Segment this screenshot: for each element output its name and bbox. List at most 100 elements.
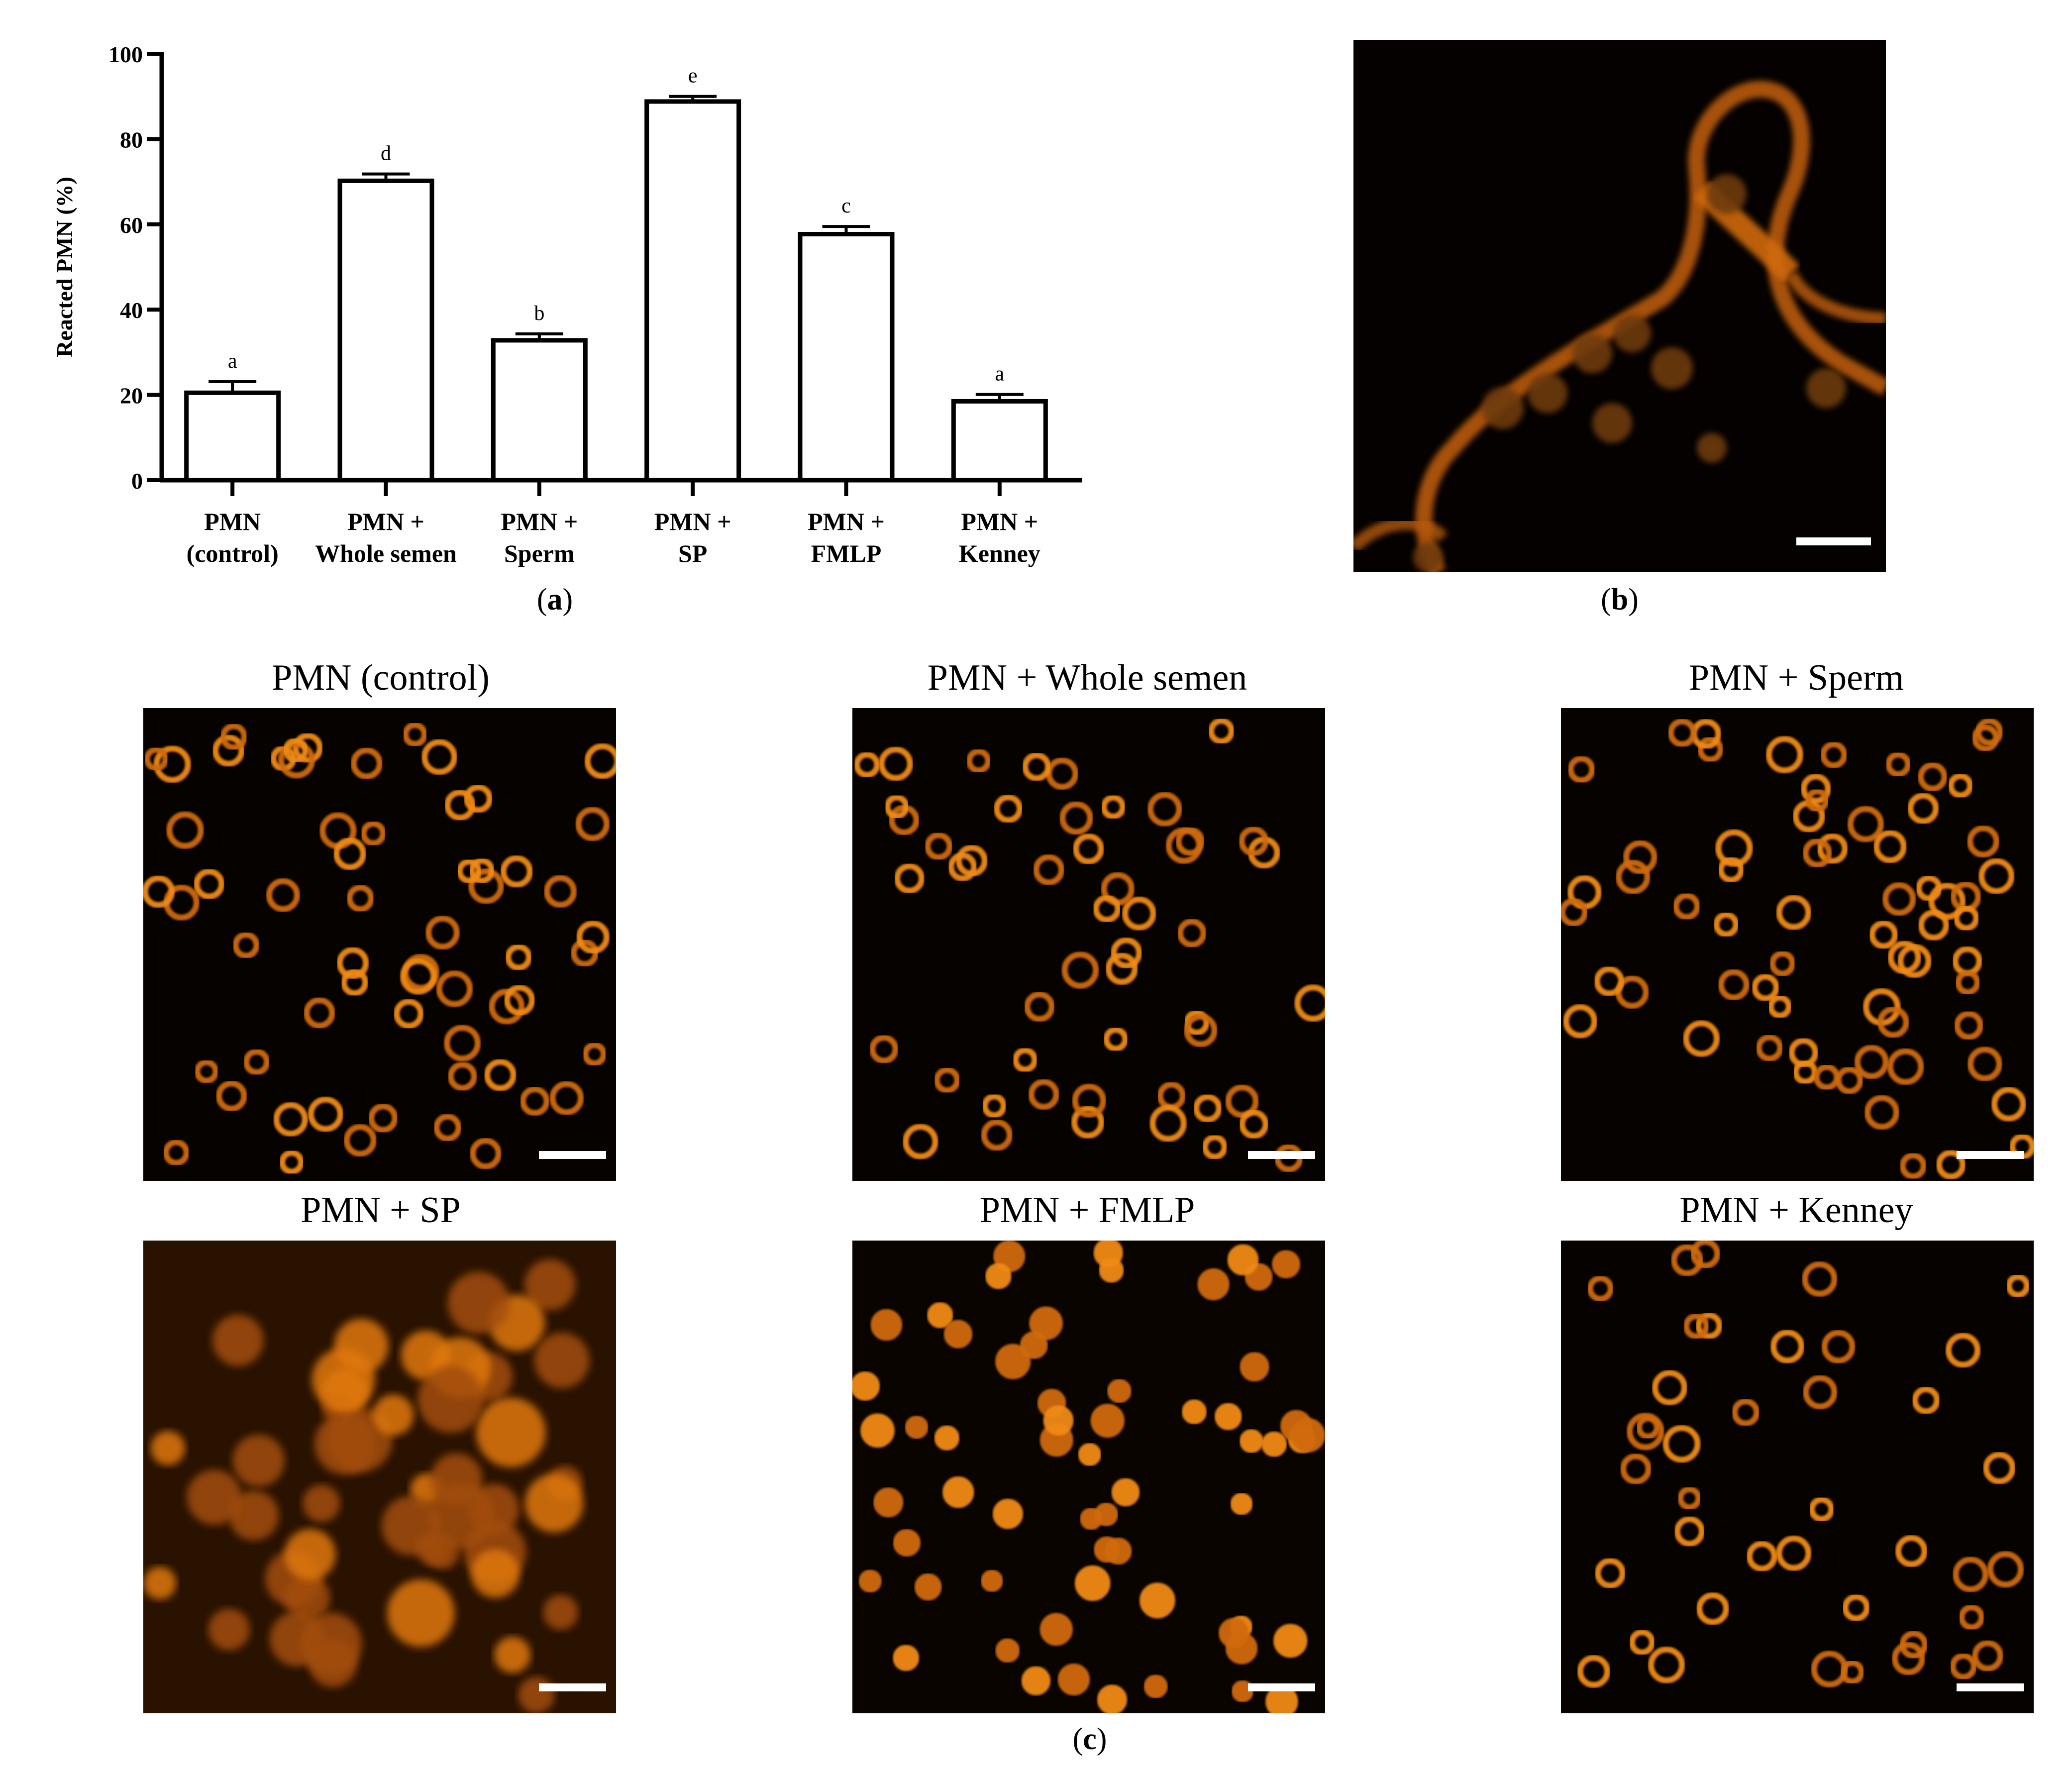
cell-nucleus (421, 739, 458, 775)
cell-nucleus (1840, 1660, 1865, 1685)
cell-nucleus (1912, 1386, 1940, 1415)
cell-nucleus (1093, 1241, 1123, 1268)
micrograph-b-image (1353, 81, 1886, 572)
cell-nucleus (995, 1638, 1020, 1663)
cell-nucleus (1239, 1109, 1269, 1139)
cell-nucleus (934, 1425, 960, 1451)
micrograph-pmn-control (143, 708, 616, 1181)
cell-nucleus (1175, 827, 1205, 856)
bar-chart: 0 20 40 60 80 100 Reacted PMN (%) a PMN (control)… (52, 42, 1082, 567)
cell-nucleus (1983, 1452, 2016, 1484)
cell-nucleus (166, 811, 204, 849)
cell-nucleus (1769, 950, 1796, 977)
cell-nucleus (1882, 882, 1916, 916)
cell-nucleus (1967, 1046, 2002, 1082)
cell-nucleus (1897, 943, 1932, 978)
micrograph-panel-b (1353, 40, 1886, 572)
cell-nucleus (1821, 1330, 1856, 1364)
x-tick-label: Sperm (504, 539, 575, 567)
cell-nucleus (368, 1103, 398, 1133)
cell-nucleus (549, 1081, 584, 1116)
cell-nucleus (232, 932, 260, 959)
x-tick-label: PMN + (961, 508, 1038, 535)
cell-nucleus (1561, 898, 1588, 927)
cell-nucleus (333, 837, 367, 870)
y-tick-label: 80 (120, 127, 143, 152)
cell-nucleus (220, 723, 248, 751)
cell-nucleus (243, 1048, 270, 1075)
cell-nucleus (1105, 1537, 1132, 1565)
cell-nucleus (194, 868, 225, 900)
cell-nucleus (1715, 829, 1753, 867)
cell-nucleus (144, 746, 169, 771)
cell-nucleus (187, 1469, 242, 1525)
cell-nucleus (1805, 788, 1830, 813)
y-axis-label: Reacted PMN (%) (52, 177, 77, 357)
cell-nucleus (1776, 1535, 1812, 1571)
y-tick-label: 20 (120, 383, 143, 409)
cell-nucleus (1059, 801, 1093, 835)
cell-nucleus (1239, 1429, 1263, 1453)
y-tick-label: 0 (131, 468, 143, 494)
cell-nucleus (1899, 1152, 1927, 1180)
cell-nucleus (143, 1566, 176, 1600)
cell-nucleus (1776, 895, 1812, 930)
cell-nucleus (582, 1042, 607, 1067)
cell-nucleus (1623, 840, 1658, 874)
panel-label-b: (b) (1601, 583, 1639, 617)
cell-nucleus (914, 1573, 942, 1601)
cell-nucleus (468, 868, 504, 904)
cell-nucleus (993, 1498, 1024, 1529)
cell-nucleus (444, 789, 476, 821)
cell-nucleus (1915, 875, 1942, 902)
significance-letter: b (534, 302, 544, 325)
y-tick-label: 60 (120, 212, 143, 238)
cell-nucleus (360, 821, 386, 846)
cell-nucleus (1615, 859, 1651, 895)
micrograph-pmn-fmlp (852, 1241, 1325, 1713)
cell-nucleus (1813, 1064, 1840, 1091)
bar (798, 232, 895, 483)
scale-bar (539, 1683, 606, 1691)
cell-nucleus (933, 1067, 960, 1094)
cell-nucleus (584, 743, 616, 779)
cell-nucleus (1177, 918, 1207, 948)
cell-nucleus (1928, 882, 1966, 920)
micrograph-title: PMN + SP (301, 1190, 461, 1231)
cell-nucleus (1078, 1443, 1102, 1466)
cell-nucleus (1950, 1653, 1977, 1680)
cell-nucleus (1057, 1664, 1090, 1696)
cell-nucleus (1918, 909, 1950, 941)
cell-nucleus (433, 1113, 462, 1142)
significance-letter: c (841, 195, 851, 217)
x-tick-label: PMN (204, 508, 261, 535)
cell-nucleus (1045, 757, 1079, 790)
cell-nucleus (1877, 1006, 1909, 1039)
cell-nucleus (1767, 994, 1792, 1019)
cell-nucleus (1093, 895, 1121, 923)
cell-nucleus (1215, 1403, 1242, 1430)
cell-nucleus (524, 1473, 584, 1533)
cell-nucleus (456, 858, 482, 884)
cell-nucleus (518, 1676, 555, 1713)
cell-nucleus (1226, 1632, 1258, 1665)
cell-nucleus (1193, 1094, 1222, 1123)
cell-nucleus (1746, 1541, 1777, 1572)
cell-nucleus (1143, 1674, 1168, 1698)
cell-nucleus (925, 832, 953, 860)
cell-nucleus (1184, 1014, 1218, 1047)
cell-nucleus (1022, 752, 1051, 781)
cell-nucleus (1677, 1486, 1702, 1510)
cell-nucleus (314, 1413, 376, 1475)
cell-nucleus (981, 1119, 1013, 1151)
cell-nucleus (1802, 838, 1832, 868)
x-tick-label: Kenney (959, 539, 1040, 567)
cell-nucleus (143, 875, 175, 908)
micrograph-image (1561, 718, 2034, 1180)
cell-nucleus (1854, 1044, 1889, 1079)
cell-nucleus (1697, 736, 1724, 763)
cell-nucleus (346, 884, 374, 913)
cell-nucleus (436, 970, 473, 1007)
cell-nucleus (1111, 1478, 1140, 1507)
cell-nucleus (902, 1124, 938, 1159)
